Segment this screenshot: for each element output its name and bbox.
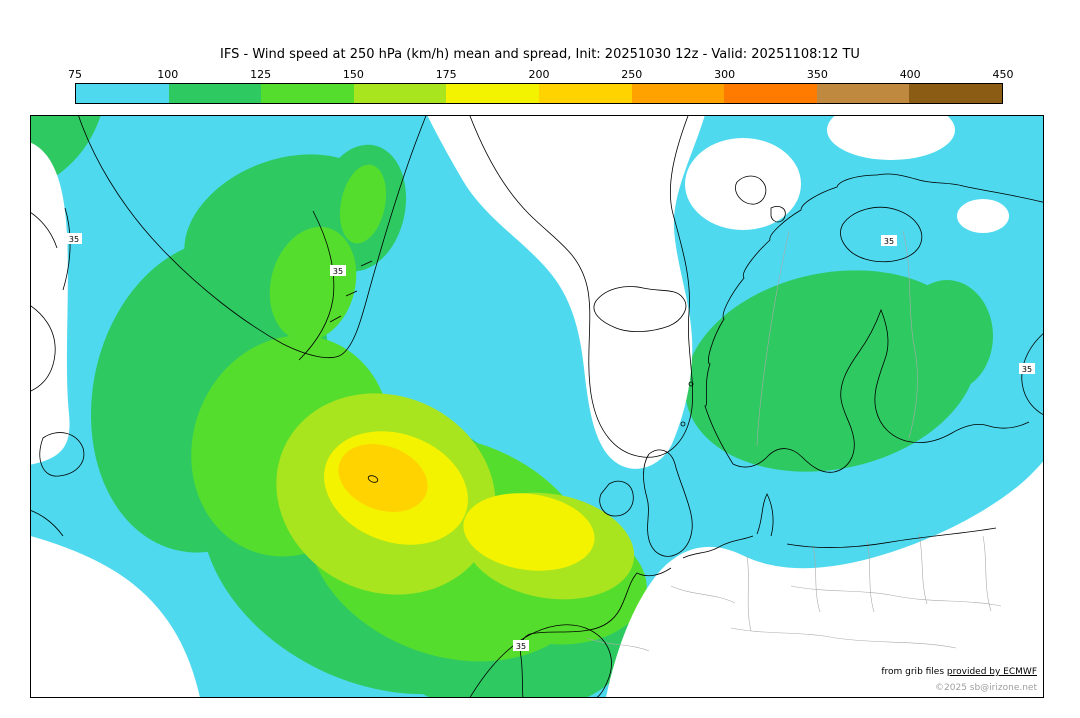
map-frame: 35 35 35 35 35 from grib files provided by E… [30,115,1044,698]
contour-label: 35 [884,237,894,246]
colorbar-segment [446,84,539,103]
contour-label-bg [330,265,346,276]
colorbar-tick-label: 75 [68,68,82,81]
contour-label: 35 [69,235,79,244]
colorbar-segment [724,84,817,103]
colorbar-tick-label: 400 [899,68,921,81]
colorbar-tick-label: 100 [157,68,179,81]
contour-label: 35 [333,267,343,276]
greenland-coast [78,116,427,359]
colorbar-segment [76,84,169,103]
attribution-source: from grib files provided by ECMWF [881,667,1037,677]
contour-label-bg [1019,363,1035,374]
colorbar-tick-label: 150 [342,68,364,81]
contour-label-bg [513,640,529,651]
chart-title: IFS - Wind speed at 250 hPa (km/h) mean … [220,47,860,62]
svalbard-coast [735,175,786,223]
denmark-coast [756,493,774,537]
colorbar-tick-label: 125 [250,68,272,81]
labrador-coast [31,305,56,392]
contour-label-bg [66,233,82,244]
newfoundland-coast [39,432,85,477]
attribution-prefix: from grib files [881,667,947,677]
colorbar-tick-label: 450 [992,68,1014,81]
iceland-coast [593,286,687,332]
colorbar-segment [631,84,725,103]
ecmwf-link[interactable]: provided by ECMWF [946,667,1037,677]
norway-coast [704,174,878,465]
france-iberia-coast [520,567,672,697]
country-borders [586,230,1002,652]
faroe-islands [688,381,694,387]
coastlines [31,116,1043,697]
colorbar-tick-label: 250 [621,68,643,81]
colorbar-segment [538,84,632,103]
colorbar: 75 100 125 150 175 200 250 300 350 400 450 [68,68,1014,104]
nova-scotia-coast [31,510,64,537]
contour-label: 35 [516,642,526,651]
colorbar-segment [261,84,354,103]
colorbar-ticks: 75 100 125 150 175 200 250 300 350 400 450 [68,68,1014,83]
contour-labels: 35 35 35 35 35 [66,233,1035,651]
weather-map: 35 35 35 35 35 [31,116,1043,697]
colorbar-segments [75,83,1003,104]
wind-fill-below-75 [31,116,1043,697]
colorbar-tick-label: 200 [528,68,550,81]
barents-coast [876,173,1043,203]
wind-fill-200-250 [338,444,428,512]
north-america-coast [31,212,58,249]
baltic-coast [732,308,1030,473]
colorbar-tick-label: 300 [714,68,736,81]
shetland-islands [680,421,686,427]
great-britain-coast [643,449,693,557]
colorbar-segment [353,84,447,103]
ireland-coast [599,480,634,517]
colorbar-segment [816,84,910,103]
contour-label: 35 [1022,365,1032,374]
jet-core-contour [367,475,379,483]
north-sea-coast [682,535,754,559]
contour-label-bg [881,235,897,246]
colorbar-segment [168,84,262,103]
spread-contours [62,116,1043,697]
colorbar-tick-label: 350 [806,68,828,81]
colorbar-segment [909,84,1002,103]
attribution-copyright: ©2025 sb@irizone.net [935,683,1037,693]
colorbar-tick-label: 175 [435,68,457,81]
greenland-fjords [329,260,373,323]
baltic-south-coast [786,527,997,548]
